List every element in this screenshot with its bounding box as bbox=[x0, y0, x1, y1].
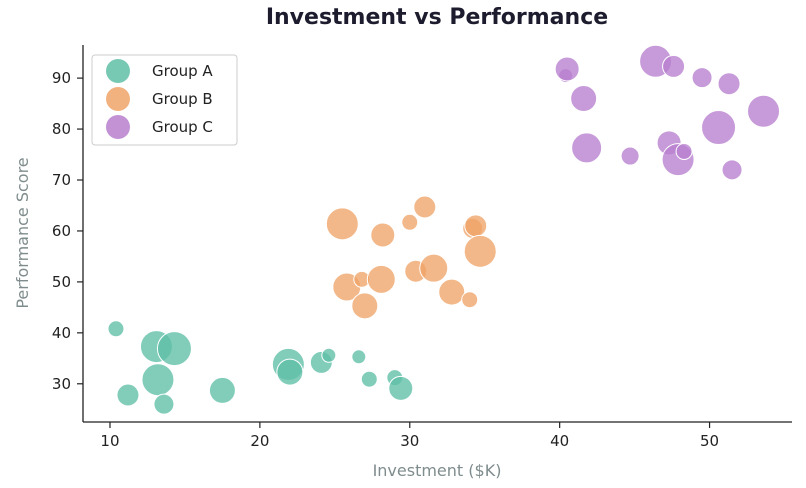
legend-label: Group A bbox=[152, 62, 213, 80]
x-tick-label: 10 bbox=[100, 432, 119, 450]
legend-marker bbox=[106, 115, 130, 139]
x-ticks: 10 20 30 40 50 bbox=[100, 422, 719, 450]
data-point bbox=[107, 320, 125, 338]
chart-title: Investment vs Performance bbox=[266, 5, 608, 30]
data-point bbox=[141, 363, 175, 397]
legend-label: Group B bbox=[152, 90, 213, 108]
data-point bbox=[461, 291, 479, 309]
data-point bbox=[325, 207, 359, 241]
data-point bbox=[463, 234, 497, 268]
y-tick-label: 80 bbox=[52, 120, 71, 138]
legend: Group A Group B Group C bbox=[91, 54, 238, 146]
data-point bbox=[351, 349, 367, 365]
data-point bbox=[276, 358, 304, 386]
legend-marker bbox=[106, 59, 130, 83]
data-point bbox=[464, 214, 488, 238]
data-point bbox=[747, 94, 781, 128]
y-tick-label: 50 bbox=[52, 273, 71, 291]
legend-label: Group C bbox=[152, 118, 213, 136]
y-ticks: 30 40 50 60 70 80 90 bbox=[52, 69, 83, 393]
data-point bbox=[156, 331, 192, 367]
data-point bbox=[153, 393, 175, 415]
data-point bbox=[116, 383, 140, 407]
data-point bbox=[554, 56, 580, 82]
y-tick-label: 40 bbox=[52, 324, 71, 342]
data-point bbox=[717, 72, 741, 96]
data-point bbox=[675, 142, 693, 160]
data-point bbox=[360, 370, 378, 388]
data-point bbox=[401, 213, 419, 231]
data-point bbox=[701, 110, 737, 146]
data-point bbox=[570, 84, 598, 112]
data-point bbox=[321, 347, 337, 363]
axes bbox=[82, 45, 792, 423]
x-tick-label: 20 bbox=[250, 432, 269, 450]
data-point bbox=[366, 264, 396, 294]
legend-marker bbox=[106, 87, 130, 111]
data-point bbox=[662, 54, 686, 78]
series-group-b bbox=[325, 195, 497, 320]
y-tick-label: 70 bbox=[52, 171, 71, 189]
data-point bbox=[721, 159, 743, 181]
data-point bbox=[419, 253, 449, 283]
y-axis-label: Performance Score bbox=[13, 157, 32, 308]
series-group-a bbox=[107, 320, 414, 415]
data-point bbox=[571, 132, 603, 164]
y-tick-label: 30 bbox=[52, 375, 71, 393]
series-group-c bbox=[554, 44, 781, 181]
x-axis-label: Investment ($K) bbox=[373, 461, 502, 480]
data-point bbox=[620, 146, 640, 166]
y-tick-label: 60 bbox=[52, 222, 71, 240]
y-tick-label: 90 bbox=[52, 69, 71, 87]
data-point bbox=[370, 222, 396, 248]
data-point bbox=[438, 278, 466, 306]
data-point bbox=[388, 375, 414, 401]
x-tick-label: 50 bbox=[700, 432, 719, 450]
data-point bbox=[208, 376, 236, 404]
x-tick-label: 40 bbox=[550, 432, 569, 450]
data-point bbox=[351, 292, 379, 320]
data-point bbox=[691, 67, 713, 89]
data-point bbox=[413, 195, 437, 219]
data-points bbox=[107, 44, 781, 415]
x-tick-label: 30 bbox=[400, 432, 419, 450]
